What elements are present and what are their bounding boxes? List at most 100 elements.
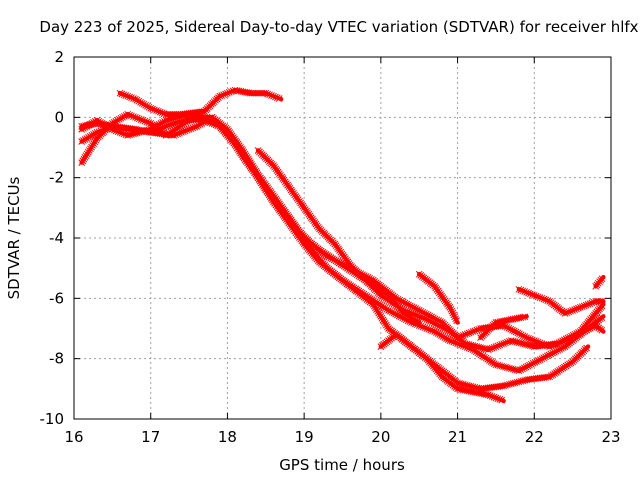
data-point — [409, 344, 414, 349]
data-point — [217, 94, 222, 99]
data-point — [340, 262, 345, 268]
series-track-6 — [254, 147, 422, 325]
data-point — [263, 91, 268, 96]
data-point — [447, 305, 453, 310]
data-point — [171, 133, 176, 138]
data-point — [570, 359, 575, 364]
series-track-8 — [377, 331, 506, 404]
data-point — [516, 368, 522, 373]
data-point — [486, 347, 491, 352]
x-tick-label: 16 — [64, 428, 83, 446]
y-axis-label: SDTVAR / TECUs — [5, 176, 23, 299]
data-point — [125, 133, 130, 138]
data-point — [493, 320, 499, 325]
data-point — [163, 118, 169, 123]
data-point — [401, 311, 407, 316]
y-tick-label: 0 — [54, 108, 64, 126]
data-point — [255, 148, 261, 153]
data-point — [79, 160, 84, 165]
data-point — [447, 329, 453, 334]
data-point — [163, 112, 169, 117]
series-line — [79, 112, 590, 391]
x-tick-label: 23 — [601, 428, 620, 446]
data-point — [601, 314, 606, 319]
x-tick-label: 19 — [295, 428, 314, 446]
data-point — [455, 386, 460, 391]
data-point — [585, 326, 591, 331]
data-point — [455, 320, 460, 325]
data-point — [501, 398, 506, 404]
series-track-9 — [477, 313, 529, 341]
y-tick-label: -8 — [49, 350, 64, 368]
data-point — [286, 184, 291, 189]
data-point — [562, 311, 568, 316]
data-point — [524, 314, 529, 319]
data-point — [417, 320, 422, 325]
series-line — [79, 115, 606, 349]
data-point — [417, 308, 422, 313]
data-point — [133, 97, 138, 102]
x-axis-label: GPS time / hours — [279, 456, 405, 474]
data-point — [547, 374, 552, 379]
data-point — [186, 118, 192, 123]
data-point — [440, 374, 445, 379]
data-point — [232, 139, 238, 144]
series-markers — [116, 86, 283, 118]
data-point — [539, 356, 545, 361]
data-point — [386, 308, 391, 313]
data-point — [202, 109, 207, 114]
data-point — [386, 293, 391, 298]
data-point — [248, 163, 253, 168]
data-point — [424, 317, 430, 322]
series-markers — [78, 113, 606, 375]
y-tick-label: -10 — [40, 410, 65, 428]
series-track-10 — [515, 285, 606, 317]
data-point — [516, 287, 522, 292]
series-markers — [377, 331, 506, 404]
data-point — [317, 247, 322, 253]
data-point — [601, 329, 606, 334]
data-point — [110, 127, 115, 132]
data-point — [532, 293, 537, 298]
data-point — [148, 106, 153, 111]
data-point — [94, 136, 100, 141]
y-tick-label: -2 — [49, 169, 64, 187]
series-markers — [78, 110, 590, 393]
series-track-5 — [116, 86, 284, 118]
data-point — [301, 205, 307, 210]
series-track-4 — [78, 110, 591, 393]
data-point — [148, 127, 153, 132]
data-point — [532, 344, 537, 349]
data-point — [547, 299, 552, 304]
data-point — [601, 299, 606, 304]
data-point — [509, 338, 514, 343]
data-point — [363, 278, 368, 283]
data-point — [578, 305, 583, 310]
data-point — [501, 383, 506, 388]
data-point — [447, 338, 453, 343]
data-point — [493, 362, 499, 367]
data-point — [470, 347, 476, 352]
data-point — [202, 115, 207, 120]
data-point — [179, 112, 184, 117]
data-point — [94, 118, 100, 123]
data-point — [79, 127, 84, 132]
x-tick-label: 20 — [371, 428, 390, 446]
data-point — [555, 341, 560, 346]
data-point — [593, 299, 598, 304]
data-point — [348, 284, 353, 289]
data-point — [217, 124, 222, 129]
data-point — [585, 344, 591, 349]
data-point — [125, 112, 130, 117]
data-point — [524, 377, 529, 382]
data-point — [524, 335, 529, 340]
y-tick-label: -6 — [49, 289, 64, 307]
data-point — [248, 91, 253, 96]
data-point — [348, 262, 353, 268]
data-point — [486, 392, 491, 398]
data-point — [562, 344, 568, 349]
data-point — [417, 272, 422, 277]
data-point — [317, 226, 322, 232]
data-point — [232, 88, 238, 93]
